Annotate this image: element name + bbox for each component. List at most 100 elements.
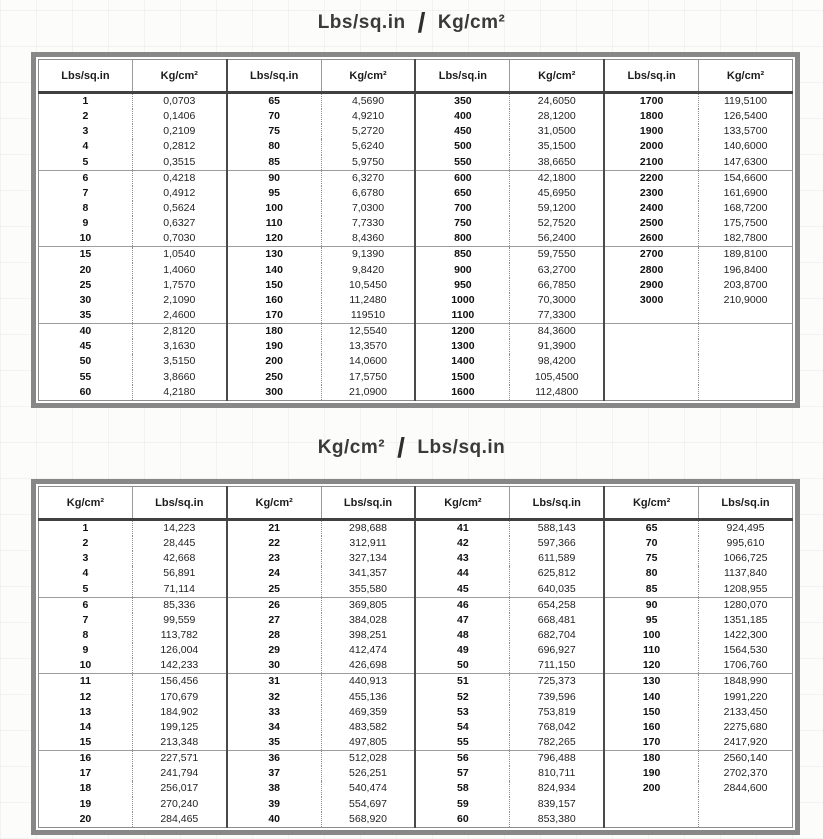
cell-key: 40 (38, 323, 133, 340)
cell-key: 200 (604, 781, 700, 797)
table-row: 9 126,004 29 412,474 49 696,927 110 1564,530 (38, 643, 793, 659)
cell-key: 27 (226, 612, 322, 628)
cell-key: 70 (604, 536, 700, 552)
cell-value: 995,610 (726, 537, 765, 550)
cell-value: 824,934 (509, 781, 606, 797)
cell-key: 80 (226, 139, 322, 155)
cell-key: 49 (415, 643, 511, 659)
cell-value: 469,359 (321, 704, 417, 720)
cell-key: 85 (226, 154, 322, 171)
cell-key: 110 (226, 216, 322, 232)
cell-key: 38 (226, 781, 322, 797)
kg-to-lbs-table-frame: Kg/cm² Lbs/sq.in Kg/cm² Lbs/sq.in Kg/cm² Lbs/… (31, 479, 800, 835)
title-kg-to-lbs: Kg/cm² / Lbs/sq.in (0, 432, 823, 464)
cell-value: 66,7850 (509, 277, 606, 293)
cell-key (604, 354, 700, 370)
cell-key: 53 (415, 704, 511, 720)
cell-value: 35,1500 (509, 139, 606, 155)
cell-key: 50 (415, 658, 511, 674)
table-row: 45 3,1630 190 13,3570 1300 91,3900 (38, 339, 793, 355)
cell-value: 2,8120 (132, 323, 228, 340)
column-header: Lbs/sq.in (604, 59, 700, 94)
cell-value: 711,150 (509, 658, 606, 674)
cell-key: 8 (38, 627, 133, 644)
cell-value: 1066,725 (723, 552, 768, 565)
cell-value (699, 797, 793, 812)
cell-key: 100 (604, 627, 700, 644)
cell-value: 568,920 (321, 811, 417, 828)
cell-value: 5,2720 (321, 124, 417, 140)
cell-key: 15 (38, 734, 133, 751)
cell-value: 0,4218 (132, 169, 228, 186)
cell-value: 369,805 (321, 596, 417, 613)
cell-value: 412,474 (321, 643, 417, 659)
cell-key: 1400 (415, 354, 511, 370)
table-row: 14 199,125 34 483,582 54 768,042 160 2275,680 (38, 719, 793, 735)
cell-key: 1000 (415, 292, 511, 308)
cell-key: 31 (226, 673, 322, 690)
cell-value: 6,3270 (321, 169, 417, 186)
cell-key: 9 (38, 216, 133, 232)
cell-value: 668,481 (509, 612, 606, 628)
cell-key: 1900 (604, 124, 700, 140)
table-row: 30 2,1090 160 11,2480 1000 70,3000 3000 210,900… (38, 292, 793, 308)
column-header: Lbs/sq.in (321, 486, 417, 521)
cell-key: 1500 (415, 369, 511, 385)
cell-value: 7,0300 (321, 200, 417, 217)
cell-key: 190 (604, 766, 700, 782)
cell-value: 1991,220 (723, 690, 768, 703)
cell-key: 43 (415, 551, 511, 567)
cell-value: 241,794 (132, 766, 228, 782)
header-row: Kg/cm² Lbs/sq.in Kg/cm² Lbs/sq.in Kg/cm² Lbs/… (38, 486, 793, 521)
cell-key: 90 (226, 169, 322, 186)
column-header: Lbs/sq.in (415, 59, 511, 94)
cell-value: 42,1800 (509, 169, 606, 186)
cell-key: 1 (38, 92, 133, 110)
cell-value: 3,1630 (132, 339, 228, 355)
table-row: 4 56,891 24 341,357 44 625,812 80 1137,840 (38, 566, 793, 582)
cell-value: 1,0540 (132, 246, 228, 263)
column-header: Kg/cm² (509, 59, 606, 94)
cell-value: 625,812 (509, 566, 606, 582)
cell-key: 550 (415, 154, 511, 171)
cell-key: 2200 (604, 169, 700, 186)
table-row: 2 28,445 22 312,911 42 597,366 70 995,610 (38, 536, 793, 552)
cell-value: 0,2109 (132, 124, 228, 140)
cell-value: 654,258 (509, 596, 606, 613)
cell-key: 57 (415, 766, 511, 782)
cell-key (604, 323, 700, 340)
cell-value: 1351,185 (723, 613, 768, 626)
cell-value: 199,125 (132, 719, 228, 735)
cell-value: 21,0900 (321, 384, 417, 401)
cell-value: 2,1090 (132, 292, 228, 308)
cell-value: 355,580 (321, 581, 417, 598)
cell-value: 182,7800 (723, 232, 768, 245)
cell-value (699, 354, 793, 369)
cell-value: 7,7330 (321, 216, 417, 232)
table-row: 55 3,8660 250 17,5750 1500 105,4500 (38, 369, 793, 385)
cell-key: 90 (604, 596, 700, 613)
cell-value: 154,6600 (698, 169, 793, 186)
cell-key: 80 (604, 566, 700, 582)
cell-key: 2400 (604, 200, 700, 217)
cell-key: 29 (226, 643, 322, 659)
cell-value: 12,5540 (321, 323, 417, 340)
cell-key: 2 (38, 109, 133, 125)
cell-key: 160 (226, 292, 322, 308)
cell-value: 91,3900 (509, 339, 606, 355)
cell-value: 9,8420 (321, 262, 417, 278)
cell-key: 1100 (415, 307, 511, 324)
cell-value (699, 308, 793, 324)
cell-value: 3,5150 (132, 354, 228, 370)
table-row: 17 241,794 37 526,251 57 810,711 190 2702,370 (38, 766, 793, 782)
cell-key: 450 (415, 124, 511, 140)
cell-value: 10,5450 (321, 277, 417, 293)
table-row: 13 184,902 33 469,359 53 753,819 150 2133,450 (38, 704, 793, 720)
table-row: 8 113,782 28 398,251 48 682,704 100 1422,300 (38, 627, 793, 644)
cell-key: 45 (38, 339, 133, 355)
cell-key: 300 (226, 384, 322, 401)
cell-value: 426,698 (321, 658, 417, 674)
cell-value: 4,9210 (321, 109, 417, 125)
cell-key: 14 (38, 719, 133, 735)
column-header: Lbs/sq.in (132, 486, 228, 521)
